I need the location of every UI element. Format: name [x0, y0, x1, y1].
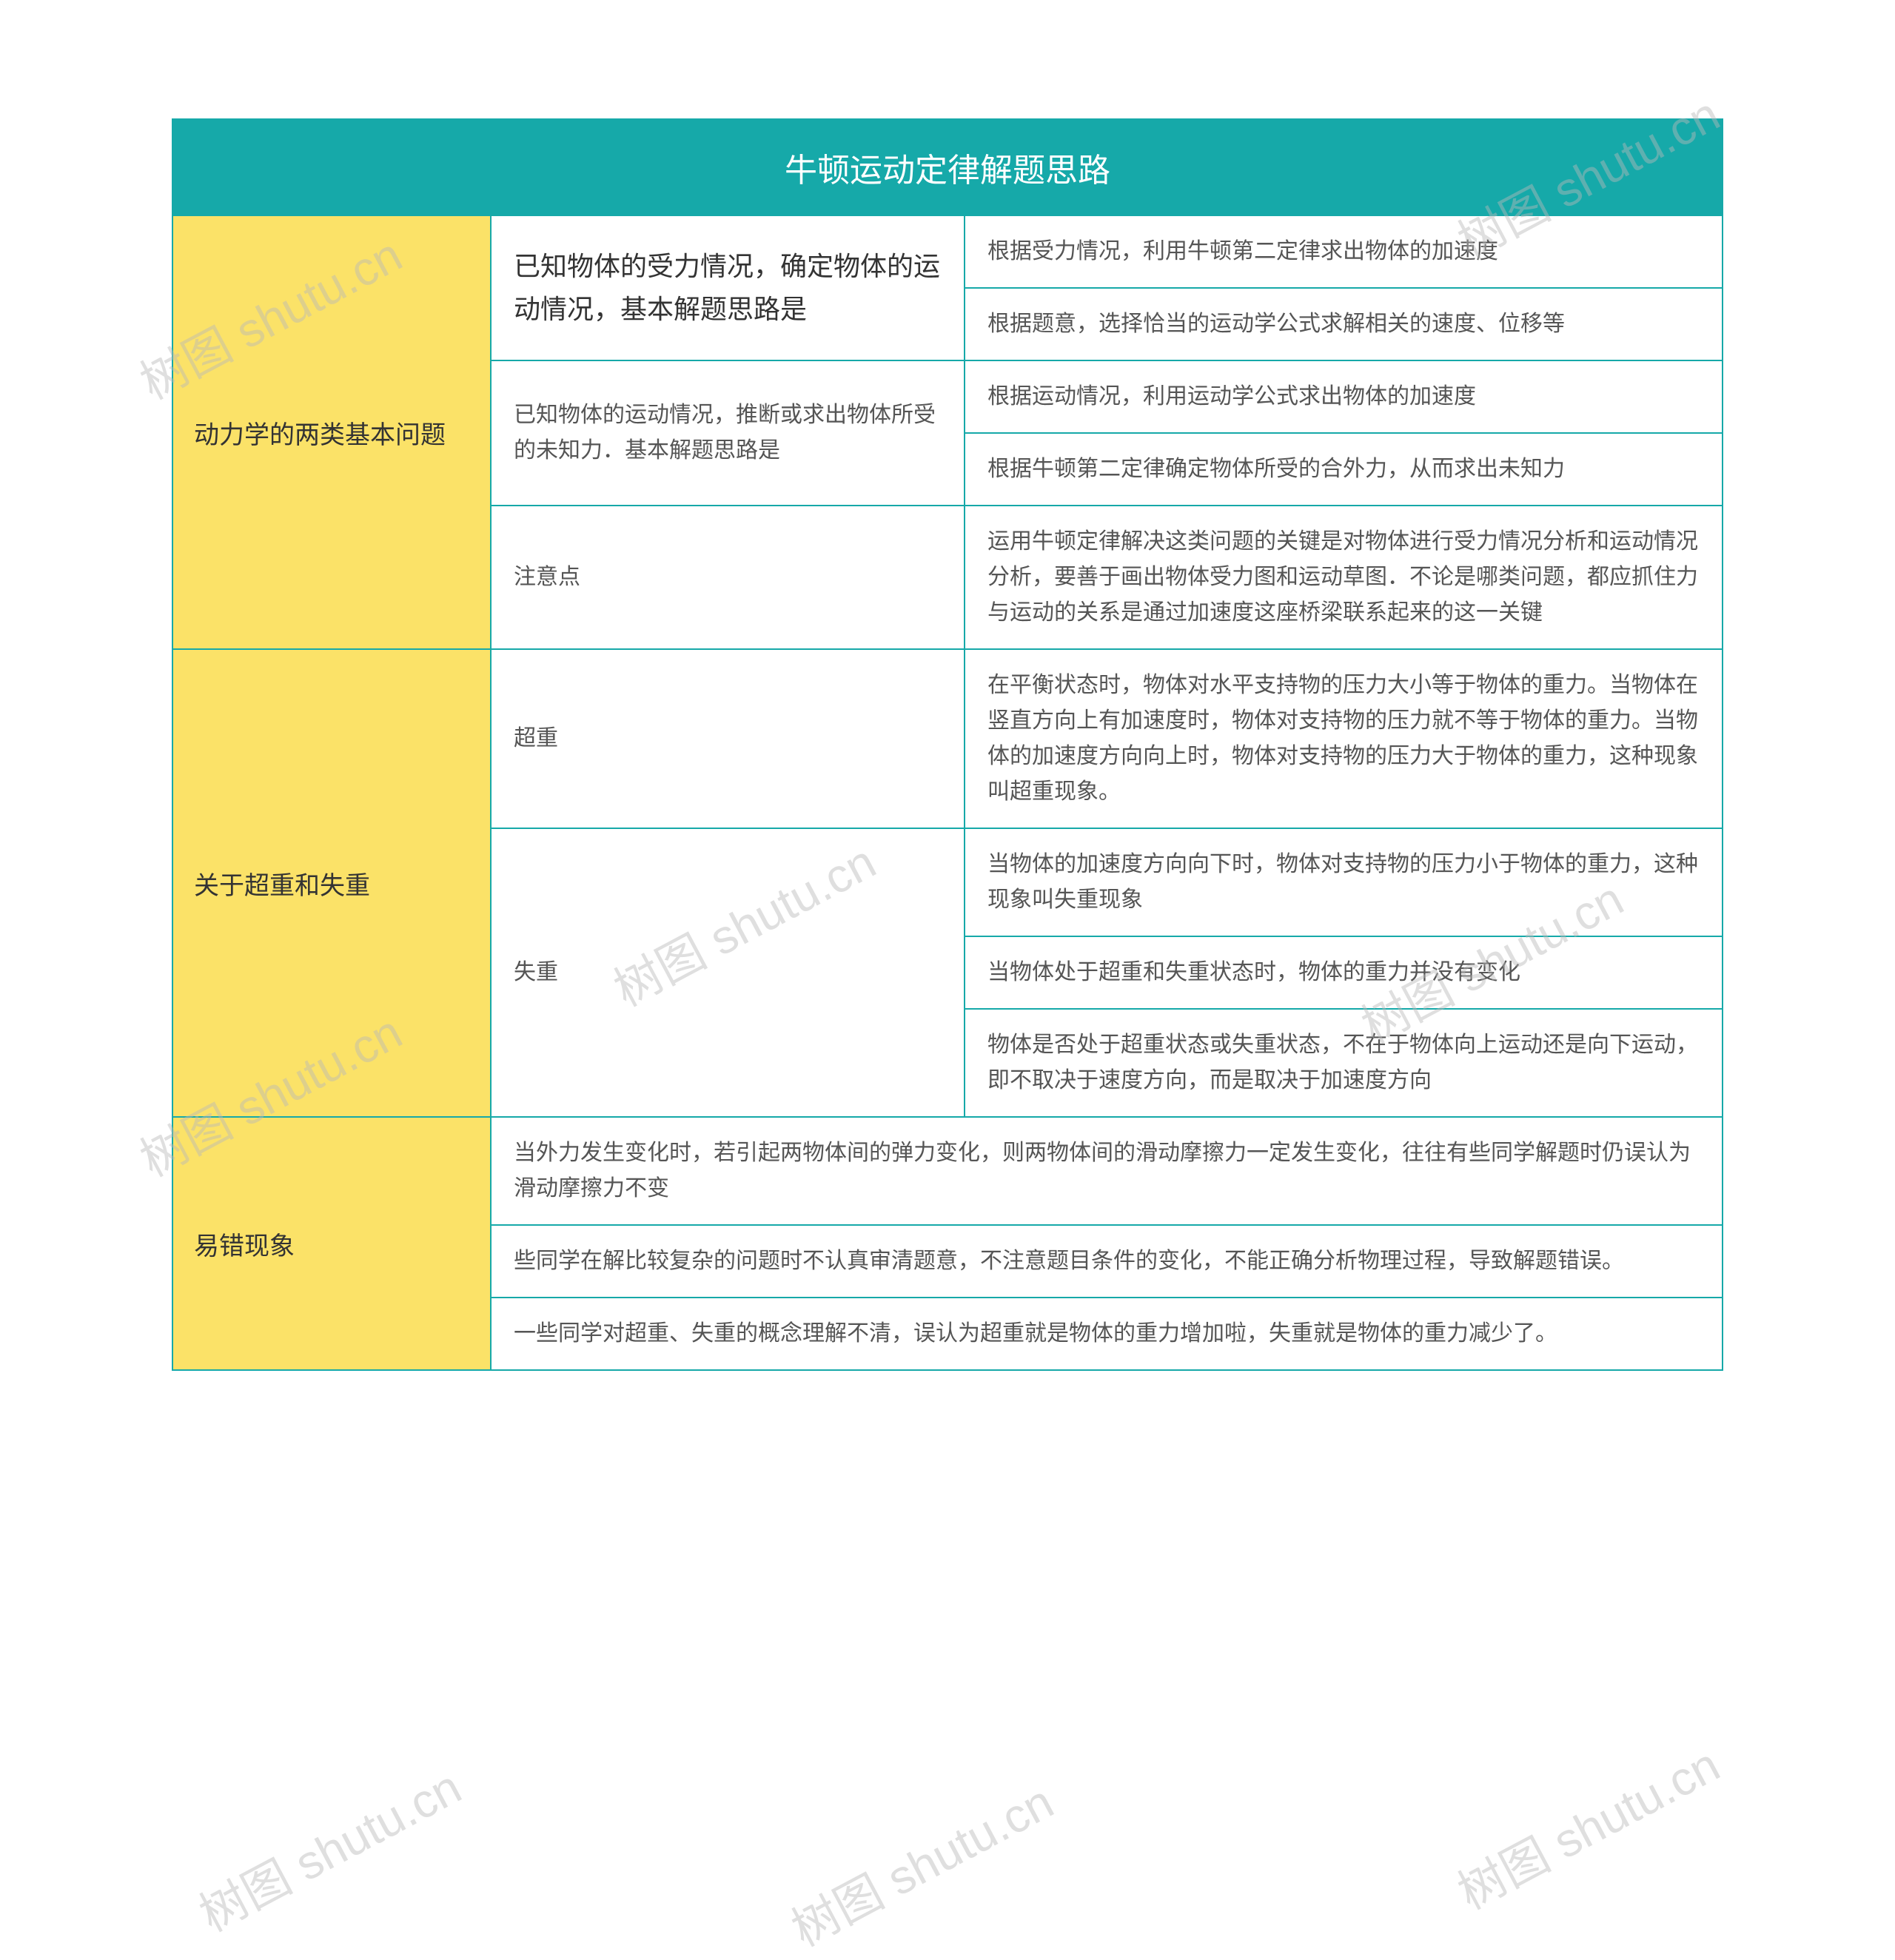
right-cell: 当物体处于超重和失重状态时，物体的重力并没有变化 [965, 936, 1722, 1008]
subrow: 注意点运用牛顿定律解决这类问题的关键是对物体进行受力情况分析和运动情况分析，要善… [492, 505, 1722, 648]
diagram-grid: 动力学的两类基本问题已知物体的受力情况，确定物体的运动情况，基本解题思路是根据受… [172, 216, 1723, 1371]
section-label: 易错现象 [173, 1118, 492, 1369]
right-cell: 物体是否处于超重状态或失重状态，不在于物体向上运动还是向下运动，即不取决于速度方… [965, 1008, 1722, 1116]
mid-cell: 失重 [492, 829, 965, 1116]
right-group: 运用牛顿定律解决这类问题的关键是对物体进行受力情况分析和运动情况分析，要善于画出… [965, 506, 1722, 648]
right-cell: 根据题意，选择恰当的运动学公式求解相关的速度、位移等 [965, 287, 1722, 360]
subrow: 已知物体的运动情况，推断或求出物体所受的未知力．基本解题思路是根据运动情况，利用… [492, 360, 1722, 505]
wide-cell: 当外力发生变化时，若引起两物体间的弹力变化，则两物体间的滑动摩擦力一定发生变化，… [492, 1118, 1722, 1224]
section-body: 已知物体的受力情况，确定物体的运动情况，基本解题思路是根据受力情况，利用牛顿第二… [492, 216, 1722, 648]
wide-cell: 一些同学对超重、失重的概念理解不清，误认为超重就是物体的重力增加啦，失重就是物体… [492, 1298, 1722, 1369]
section-label: 关于超重和失重 [173, 650, 492, 1116]
right-cell: 根据牛顿第二定律确定物体所受的合外力，从而求出未知力 [965, 432, 1722, 505]
mid-cell: 已知物体的受力情况，确定物体的运动情况，基本解题思路是 [492, 216, 965, 360]
right-cell: 当物体的加速度方向向下时，物体对支持物的压力小于物体的重力，这种现象叫失重现象 [965, 829, 1722, 936]
right-group: 根据受力情况，利用牛顿第二定律求出物体的加速度根据题意，选择恰当的运动学公式求解… [965, 216, 1722, 360]
section-label: 动力学的两类基本问题 [173, 216, 492, 648]
section-row: 易错现象当外力发生变化时，若引起两物体间的弹力变化，则两物体间的滑动摩擦力一定发… [172, 1118, 1723, 1371]
watermark: 树图 shutu.cn [778, 1765, 1064, 1959]
subrow: 失重当物体的加速度方向向下时，物体对支持物的压力小于物体的重力，这种现象叫失重现… [492, 828, 1722, 1116]
right-group: 当物体的加速度方向向下时，物体对支持物的压力小于物体的重力，这种现象叫失重现象当… [965, 829, 1722, 1116]
wide-subrow: 一些同学对超重、失重的概念理解不清，误认为超重就是物体的重力增加啦，失重就是物体… [492, 1297, 1722, 1369]
section-row: 动力学的两类基本问题已知物体的受力情况，确定物体的运动情况，基本解题思路是根据受… [172, 216, 1723, 650]
right-cell: 运用牛顿定律解决这类问题的关键是对物体进行受力情况分析和运动情况分析，要善于画出… [965, 506, 1722, 648]
wide-cell: 些同学在解比较复杂的问题时不认真审清题意，不注意题目条件的变化，不能正确分析物理… [492, 1226, 1722, 1297]
diagram-title: 牛顿运动定律解题思路 [172, 118, 1723, 216]
wide-subrow: 些同学在解比较复杂的问题时不认真审清题意，不注意题目条件的变化，不能正确分析物理… [492, 1224, 1722, 1297]
wide-subrow: 当外力发生变化时，若引起两物体间的弹力变化，则两物体间的滑动摩擦力一定发生变化，… [492, 1118, 1722, 1224]
subrow: 超重在平衡状态时，物体对水平支持物的压力大小等于物体的重力。当物体在竖直方向上有… [492, 650, 1722, 828]
right-group: 根据运动情况，利用运动学公式求出物体的加速度根据牛顿第二定律确定物体所受的合外力… [965, 361, 1722, 505]
section-body: 当外力发生变化时，若引起两物体间的弹力变化，则两物体间的滑动摩擦力一定发生变化，… [492, 1118, 1722, 1369]
diagram-canvas: 牛顿运动定律解题思路 动力学的两类基本问题已知物体的受力情况，确定物体的运动情况… [172, 118, 1723, 1371]
right-cell: 根据运动情况，利用运动学公式求出物体的加速度 [965, 361, 1722, 432]
mid-cell: 注意点 [492, 506, 965, 648]
watermark: 树图 shutu.cn [1444, 1728, 1730, 1922]
right-cell: 在平衡状态时，物体对水平支持物的压力大小等于物体的重力。当物体在竖直方向上有加速… [965, 650, 1722, 828]
right-group: 在平衡状态时，物体对水平支持物的压力大小等于物体的重力。当物体在竖直方向上有加速… [965, 650, 1722, 828]
section-body: 超重在平衡状态时，物体对水平支持物的压力大小等于物体的重力。当物体在竖直方向上有… [492, 650, 1722, 1116]
mid-cell: 超重 [492, 650, 965, 828]
subrow: 已知物体的受力情况，确定物体的运动情况，基本解题思路是根据受力情况，利用牛顿第二… [492, 216, 1722, 360]
mid-cell: 已知物体的运动情况，推断或求出物体所受的未知力．基本解题思路是 [492, 361, 965, 505]
section-row: 关于超重和失重超重在平衡状态时，物体对水平支持物的压力大小等于物体的重力。当物体… [172, 650, 1723, 1118]
watermark: 树图 shutu.cn [186, 1750, 472, 1944]
right-cell: 根据受力情况，利用牛顿第二定律求出物体的加速度 [965, 216, 1722, 287]
